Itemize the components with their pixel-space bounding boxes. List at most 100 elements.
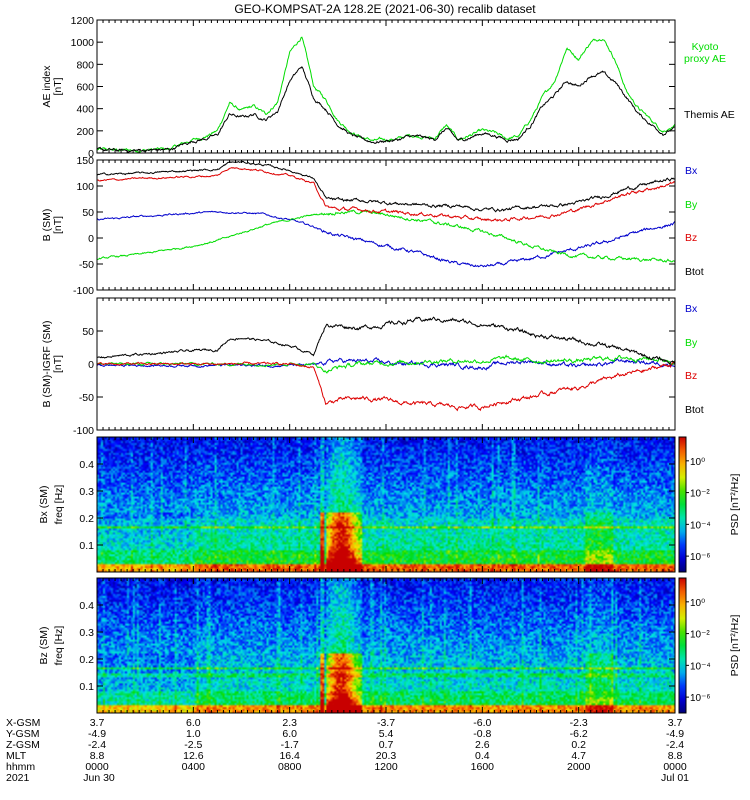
colorbar-label: PSD [nT²/Hz] <box>729 473 741 535</box>
ephemeris-table: X-GSMY-GSMZ-GSMMLThhmm20213.7-4.9-2.48.8… <box>6 717 689 784</box>
y-tick-label: 100 <box>76 181 94 193</box>
y-tick-label: 50 <box>82 207 94 219</box>
ephemeris-value: 1200 <box>374 761 398 773</box>
colorbar-tick-label: 10⁻⁶ <box>690 552 711 563</box>
series-line-btot <box>97 160 675 213</box>
y-axis-unit: [nT] <box>52 355 64 373</box>
colorbar <box>678 577 687 714</box>
ephemeris-value: 0.2 <box>571 739 586 751</box>
ephemeris-value: -2.3 <box>570 717 588 729</box>
colorbar-tick-label: 10⁰ <box>690 598 705 609</box>
ephemeris-value: 6.0 <box>186 717 201 729</box>
ephemeris-value: -2.4 <box>88 739 106 751</box>
y-tick-label: 1000 <box>71 37 95 49</box>
series-line-btot <box>97 316 675 365</box>
y-axis-label: Bz (SM) <box>38 627 50 665</box>
series-group <box>97 36 675 153</box>
ephemeris-value: 3.7 <box>90 717 105 729</box>
spectrogram-image <box>97 578 675 713</box>
y-tick-label: 0.3 <box>79 486 94 498</box>
plot-frame <box>96 19 676 154</box>
colorbar-tick-label: 10⁻⁶ <box>690 693 711 704</box>
plot-frame <box>96 159 676 291</box>
colorbar-tick-label: 10⁻² <box>690 489 710 500</box>
ephemeris-value: 0800 <box>278 761 302 773</box>
y-tick-label: 0.2 <box>79 513 94 525</box>
y-tick-label: 0.2 <box>79 654 94 666</box>
ephemeris-value: 1.0 <box>186 728 201 740</box>
legend-label: Btot <box>685 404 704 416</box>
ephemeris-value: -2.4 <box>666 739 684 751</box>
series-line-bz <box>97 167 675 222</box>
series-line-themis-ae <box>97 66 675 153</box>
y-axis-unit: freq [Hz] <box>53 626 65 666</box>
y-axis-label: B (SM)-IGRF (SM) <box>41 321 53 408</box>
legend-label: Btot <box>685 266 704 278</box>
series-group <box>97 316 675 412</box>
ephemeris-value: 0000 <box>663 761 687 773</box>
ephemeris-value: Jul 01 <box>661 772 689 784</box>
ephemeris-value: 20.3 <box>376 750 397 762</box>
ephemeris-value: 0.7 <box>379 739 394 751</box>
legend-label: Themis AE <box>684 109 735 121</box>
figure-title: GEO-KOMPSAT-2A 128.2E (2021-06-30) recal… <box>234 2 536 16</box>
ephemeris-value: 6.0 <box>282 728 297 740</box>
y-axis-label: Bx (SM) <box>38 486 50 524</box>
ephemeris-value: 4.7 <box>571 750 586 762</box>
y-tick-label: 0.4 <box>79 459 94 471</box>
ephemeris-value: 2.3 <box>282 717 297 729</box>
ephemeris-row-label: Y-GSM <box>6 728 39 740</box>
colorbar-tick-label: 10⁻² <box>690 630 710 641</box>
legend-label: Bz <box>685 232 697 244</box>
spectrogram-panel-4: 0.1 0.2 0.3 0.4 Bz (SM) freq [Hz] 10⁰ 10⁻² 10⁻⁴ 1… <box>38 577 741 714</box>
colorbar-tick-label: 10⁰ <box>690 457 705 468</box>
y-axis-unit: [nT] <box>52 77 64 95</box>
line-panel-1: -100 -50 0 50 100 150 B (SM) [nT] Bx By Bz Btot <box>41 155 704 297</box>
ephemeris-value: 2000 <box>567 761 591 773</box>
y-tick-label: -50 <box>79 259 94 271</box>
y-tick-label: 600 <box>76 82 94 94</box>
y-tick-label: 0.4 <box>79 600 94 612</box>
ephemeris-value: 12.6 <box>183 750 204 762</box>
ephemeris-value: 0.4 <box>475 750 490 762</box>
ephemeris-value: -6.2 <box>570 728 588 740</box>
ephemeris-value: Jun 30 <box>83 772 115 784</box>
y-axis-unit: freq [Hz] <box>53 485 65 525</box>
colorbar <box>678 436 687 573</box>
ephemeris-value: -3.7 <box>377 717 395 729</box>
colorbar-tick-label: 10⁻⁴ <box>690 661 711 672</box>
ephemeris-value: 16.4 <box>279 750 300 762</box>
series-line-kyoto-proxy-ae <box>97 36 675 153</box>
spectrogram-panel-3: 0.1 0.2 0.3 0.4 Bx (SM) freq [Hz] 10⁰ 10⁻² 10⁻⁴ 1… <box>38 436 741 573</box>
ephemeris-value: 3.7 <box>668 717 683 729</box>
y-axis-label: B (SM) <box>41 209 53 242</box>
ephemeris-value: -1.7 <box>281 739 299 751</box>
series-line-by <box>97 209 675 263</box>
legend-label: Kyoto proxy AE <box>684 41 726 65</box>
ephemeris-value: 8.8 <box>668 750 683 762</box>
legend-label: By <box>685 199 698 211</box>
ephemeris-row-label: MLT <box>6 750 27 762</box>
series-line-bx <box>97 210 675 268</box>
y-tick-label: -100 <box>73 285 94 297</box>
y-tick-label: 0.1 <box>79 540 94 552</box>
ephemeris-value: 8.8 <box>90 750 105 762</box>
series-line-bx <box>97 357 675 371</box>
y-axis-label: AE index <box>41 65 53 108</box>
colorbar-label: PSD [nT²/Hz] <box>729 614 741 676</box>
legend-label: Bx <box>685 165 698 177</box>
ephemeris-value: -0.8 <box>473 728 491 740</box>
ephemeris-row-label: X-GSM <box>6 717 40 729</box>
ephemeris-value: 0000 <box>85 761 109 773</box>
y-tick-label: 0 <box>88 233 94 245</box>
series-group <box>97 160 675 268</box>
ephemeris-value: -6.0 <box>473 717 491 729</box>
legend-label: Bz <box>685 370 697 382</box>
line-panel-0: 0 200 400 600 800 1000 1200 AE index [nT] Kyoto pr… <box>41 15 735 160</box>
ephemeris-value: -2.5 <box>184 739 202 751</box>
ephemeris-row-label: Z-GSM <box>6 739 40 751</box>
ephemeris-row-label: hhmm <box>6 761 35 773</box>
y-tick-label: -100 <box>73 425 94 437</box>
y-tick-label: 200 <box>76 126 94 138</box>
